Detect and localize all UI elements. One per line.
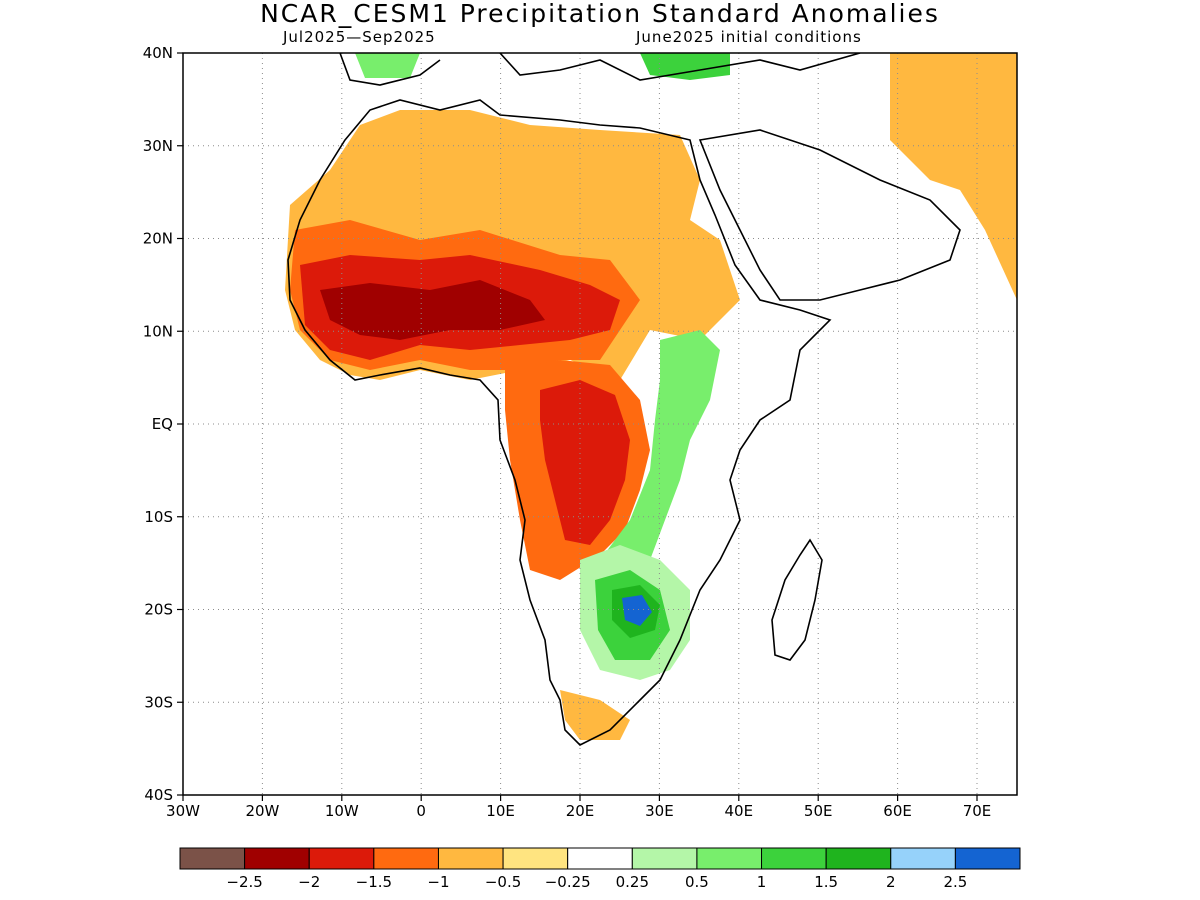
lon-tick-label: 60E xyxy=(883,802,912,820)
arabia-coastline xyxy=(698,129,961,301)
anomaly-region-sahel-neg2 xyxy=(320,280,545,340)
lon-tick-label: 50E xyxy=(804,802,833,820)
anomaly-region-med-pos xyxy=(640,53,730,80)
colorbar-label: 2.5 xyxy=(943,873,967,891)
lon-tick-label: 30W xyxy=(166,802,200,820)
lat-tick-label: 30N xyxy=(143,137,173,155)
lat-tick-label: 40N xyxy=(143,44,173,62)
lon-tick-label: 20W xyxy=(245,802,279,820)
lat-tick-label: 10N xyxy=(143,322,173,340)
colorbar-swatch xyxy=(890,847,956,870)
anomaly-region-east-pos05 xyxy=(600,330,720,580)
colorbar-label: −0.5 xyxy=(485,873,521,891)
europe-coastline xyxy=(339,53,861,86)
colorbar-swatch xyxy=(954,847,1021,870)
colorbar-label: −1 xyxy=(427,873,449,891)
anomaly-region-asia-neg xyxy=(890,53,1017,300)
colorbar-swatch xyxy=(308,847,375,870)
latitude-axis: 40N 30N 20N 10N EQ 10S 20S 30S 40S xyxy=(143,44,183,804)
colorbar-swatch xyxy=(244,847,310,870)
colorbar-swatch xyxy=(567,847,633,870)
colorbar: −2.5 −2 −1.5 −1 −0.5 −0.25 0.25 0.5 1 1.5 2 2.5 xyxy=(179,847,1021,891)
colorbar-swatch xyxy=(696,847,763,870)
lon-tick-label: 10E xyxy=(486,802,515,820)
season-label: Jul2025—Sep2025 xyxy=(283,28,436,46)
colorbar-swatch xyxy=(825,847,892,870)
graticule xyxy=(183,53,1017,795)
colorbar-label: 0.5 xyxy=(685,873,709,891)
anomaly-field xyxy=(285,53,1017,740)
colorbar-label: 1 xyxy=(757,873,767,891)
anomaly-region-congo-neg15 xyxy=(540,380,630,545)
colorbar-swatch xyxy=(761,847,827,870)
lon-tick-label: 40E xyxy=(725,802,754,820)
map-plot-area xyxy=(183,53,1017,795)
anomaly-region-iberia-pos xyxy=(355,53,420,78)
longitude-axis: 30W 20W 10W 0 10E 20E 30E 40E 50E 60E 70E xyxy=(166,795,991,820)
lat-tick-label: 10S xyxy=(144,508,173,526)
colorbar-label: −1.5 xyxy=(356,873,392,891)
africa-coastline xyxy=(287,99,832,746)
colorbar-swatch xyxy=(179,847,246,870)
anomaly-region-cape-neg xyxy=(560,690,630,740)
colorbar-swatch xyxy=(373,847,439,870)
lat-tick-label: 40S xyxy=(144,786,173,804)
lat-tick-label: 30S xyxy=(144,693,173,711)
lon-tick-label: 10W xyxy=(325,802,359,820)
lat-tick-label: 20N xyxy=(143,230,173,248)
colorbar-label: −0.25 xyxy=(545,873,591,891)
lon-tick-label: 20E xyxy=(566,802,595,820)
colorbar-label: 1.5 xyxy=(814,873,838,891)
map-title: NCAR_CESM1 Precipitation Standard Anomal… xyxy=(260,0,940,28)
initial-conditions-label: June2025 initial conditions xyxy=(636,28,862,46)
colorbar-label: −2 xyxy=(298,873,320,891)
colorbar-swatch xyxy=(437,847,504,870)
colorbar-swatch xyxy=(502,847,569,870)
colorbar-label: 0.25 xyxy=(616,873,649,891)
colorbar-label: −2.5 xyxy=(226,873,262,891)
lon-tick-label: 70E xyxy=(963,802,992,820)
anomaly-region-south-pos25 xyxy=(622,595,652,626)
coastlines xyxy=(287,53,961,746)
lat-tick-label: 20S xyxy=(144,601,173,619)
lon-tick-label: 0 xyxy=(416,802,426,820)
colorbar-swatch xyxy=(631,847,698,870)
lat-tick-label: EQ xyxy=(152,415,173,433)
lon-tick-label: 30E xyxy=(645,802,674,820)
madagascar-coastline xyxy=(771,538,823,661)
colorbar-label: 2 xyxy=(886,873,896,891)
